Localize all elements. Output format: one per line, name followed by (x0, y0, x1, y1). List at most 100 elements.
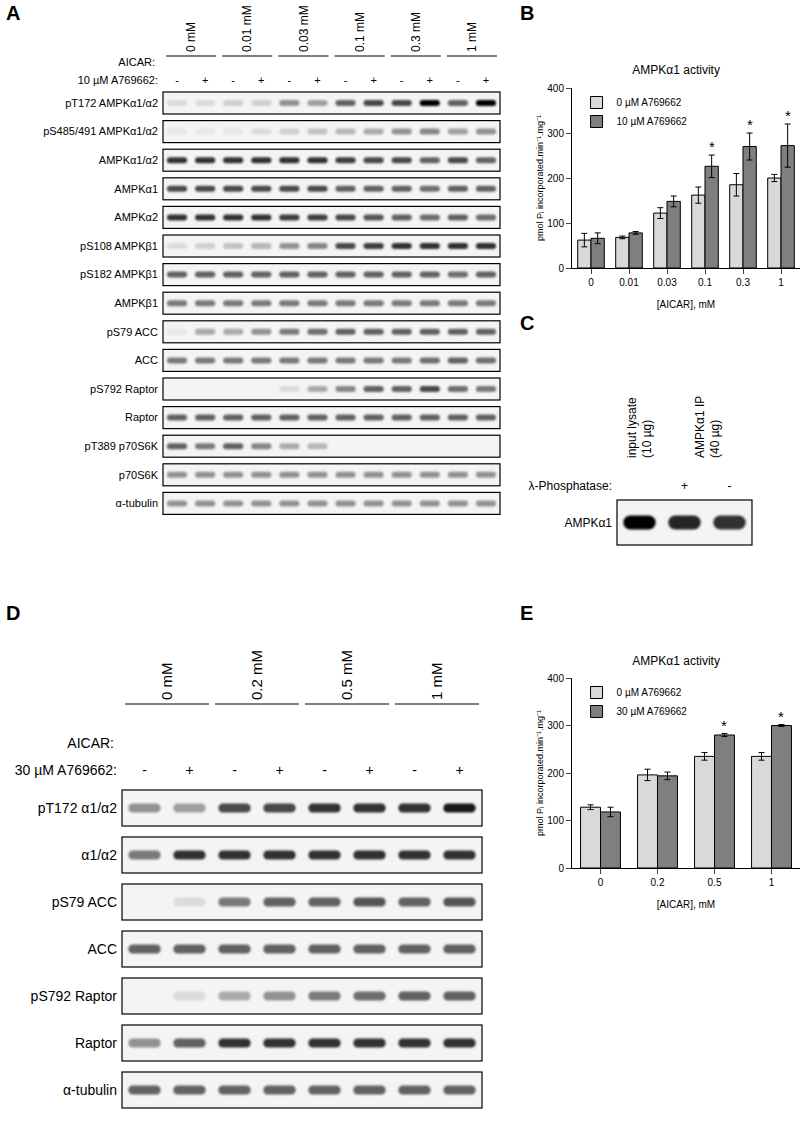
svg-text:0.1 mM: 0.1 mM (353, 12, 367, 52)
svg-text:AMPKβ1: AMPKβ1 (114, 297, 158, 309)
svg-text:+: + (202, 74, 208, 86)
svg-text:0 mM: 0 mM (158, 663, 175, 701)
svg-text:α-tubulin: α-tubulin (116, 497, 158, 509)
svg-text:1 mM: 1 mM (465, 22, 479, 52)
svg-text:10 µM A769662: 10 µM A769662 (617, 116, 688, 127)
svg-text:pT172 α1/α2: pT172 α1/α2 (38, 800, 117, 816)
svg-text:200: 200 (547, 173, 564, 184)
svg-text:0.1: 0.1 (698, 277, 712, 288)
svg-text:+: + (681, 479, 688, 493)
svg-text:0.2 mM: 0.2 mM (248, 650, 265, 700)
svg-text:0.03 mM: 0.03 mM (297, 5, 311, 52)
svg-text:+: + (275, 762, 283, 778)
svg-text:p70S6K: p70S6K (119, 469, 159, 481)
svg-text:AICAR:: AICAR: (118, 56, 155, 68)
svg-text:[AICAR], mM: [AICAR], mM (657, 899, 715, 910)
svg-text:0.3: 0.3 (736, 277, 750, 288)
svg-text:0 µM A769662: 0 µM A769662 (617, 97, 682, 108)
svg-text:+: + (365, 762, 373, 778)
svg-text:-: - (412, 762, 417, 778)
svg-text:[AICAR], mM: [AICAR], mM (657, 299, 715, 310)
svg-text:AMPKα2: AMPKα2 (114, 211, 158, 223)
svg-text:pT389 p70S6K: pT389 p70S6K (85, 440, 159, 452)
svg-text:0.03: 0.03 (657, 277, 677, 288)
svg-text:*: * (778, 708, 784, 725)
svg-text:*: * (747, 116, 753, 133)
svg-text:0.01: 0.01 (619, 277, 639, 288)
svg-text:0: 0 (588, 277, 594, 288)
svg-text:+: + (455, 762, 463, 778)
svg-text:+: + (370, 74, 376, 86)
svg-text:C: C (520, 312, 534, 334)
svg-text:0.5: 0.5 (708, 877, 722, 888)
svg-text:30 µM A769662:: 30 µM A769662: (15, 762, 117, 778)
svg-text:E: E (520, 602, 533, 624)
svg-text:0: 0 (598, 877, 604, 888)
svg-text:-: - (344, 74, 348, 86)
svg-text:100: 100 (547, 815, 564, 826)
svg-text:-: - (175, 74, 179, 86)
svg-text:input lysate: input lysate (625, 397, 639, 458)
svg-text:1: 1 (769, 877, 775, 888)
svg-text:pS792 Raptor: pS792 Raptor (90, 383, 158, 395)
svg-text:pS79 ACC: pS79 ACC (52, 894, 117, 910)
svg-text:λ-Phosphatase:: λ-Phosphatase: (529, 479, 612, 493)
svg-text:1: 1 (778, 277, 784, 288)
svg-text:α-tubulin: α-tubulin (63, 1082, 117, 1098)
svg-text:-: - (728, 479, 732, 493)
svg-text:α1/α2: α1/α2 (81, 847, 117, 863)
svg-text:AMPKα1 activity: AMPKα1 activity (632, 654, 720, 668)
svg-text:ACC: ACC (87, 941, 117, 957)
svg-text:*: * (709, 138, 715, 155)
svg-text:0.01 mM: 0.01 mM (240, 5, 254, 52)
svg-text:pS108 AMPKβ1: pS108 AMPKβ1 (80, 240, 158, 252)
svg-text:D: D (6, 602, 20, 624)
svg-text:pT172 AMPKα1/α2: pT172 AMPKα1/α2 (65, 97, 158, 109)
svg-text:0 µM A769662: 0 µM A769662 (617, 687, 682, 698)
svg-text:1 mM: 1 mM (428, 663, 445, 701)
svg-text:(10 µg): (10 µg) (640, 420, 654, 458)
svg-text:-: - (322, 762, 327, 778)
svg-text:(40 µg): (40 µg) (708, 420, 722, 458)
svg-text:0.2: 0.2 (651, 877, 665, 888)
svg-text:Raptor: Raptor (125, 411, 158, 423)
svg-text:-: - (142, 762, 147, 778)
svg-text:Raptor: Raptor (75, 1035, 117, 1051)
svg-text:pS792 Raptor: pS792 Raptor (31, 988, 118, 1004)
svg-text:AMPKα1: AMPKα1 (564, 516, 612, 530)
svg-text:AMPKα1/α2: AMPKα1/α2 (99, 154, 158, 166)
svg-text:+: + (258, 74, 264, 86)
svg-text:200: 200 (547, 768, 564, 779)
svg-text:+: + (185, 762, 193, 778)
svg-text:pS79 ACC: pS79 ACC (107, 326, 158, 338)
svg-text:0 mM: 0 mM (184, 22, 198, 52)
svg-text:0: 0 (558, 263, 564, 274)
svg-text:AMPKα1 activity: AMPKα1 activity (632, 63, 720, 77)
svg-text:-: - (456, 74, 460, 86)
svg-text:AMPKα1 IP: AMPKα1 IP (693, 396, 707, 458)
svg-text:400: 400 (547, 83, 564, 94)
svg-text:100: 100 (547, 218, 564, 229)
svg-text:*: * (785, 107, 791, 124)
svg-text:A: A (6, 2, 20, 24)
svg-text:30 µM A769662: 30 µM A769662 (617, 706, 688, 717)
svg-text:ACC: ACC (135, 354, 158, 366)
svg-text:AMPKα1: AMPKα1 (114, 183, 158, 195)
svg-text:pS485/491 AMPKα1/α2: pS485/491 AMPKα1/α2 (43, 125, 158, 137)
svg-text:pmol Pᵢ incorporated.min⁻¹.mg⁻: pmol Pᵢ incorporated.min⁻¹.mg⁻¹ (535, 115, 545, 241)
svg-text:400: 400 (547, 673, 564, 684)
svg-text:300: 300 (547, 128, 564, 139)
svg-text:300: 300 (547, 720, 564, 731)
svg-text:0: 0 (558, 863, 564, 874)
svg-text:AICAR:: AICAR: (67, 735, 114, 751)
svg-text:-: - (288, 74, 292, 86)
svg-text:+: + (427, 74, 433, 86)
svg-text:-: - (231, 74, 235, 86)
svg-text:B: B (520, 2, 534, 24)
svg-text:+: + (314, 74, 320, 86)
svg-text:10 µM A769662:: 10 µM A769662: (78, 74, 158, 86)
svg-text:pmol Pᵢ incorporated.min⁻¹.mg⁻: pmol Pᵢ incorporated.min⁻¹.mg⁻¹ (535, 710, 545, 836)
svg-text:0.3 mM: 0.3 mM (409, 12, 423, 52)
svg-text:-: - (232, 762, 237, 778)
svg-text:pS182 AMPKβ1: pS182 AMPKβ1 (80, 268, 158, 280)
